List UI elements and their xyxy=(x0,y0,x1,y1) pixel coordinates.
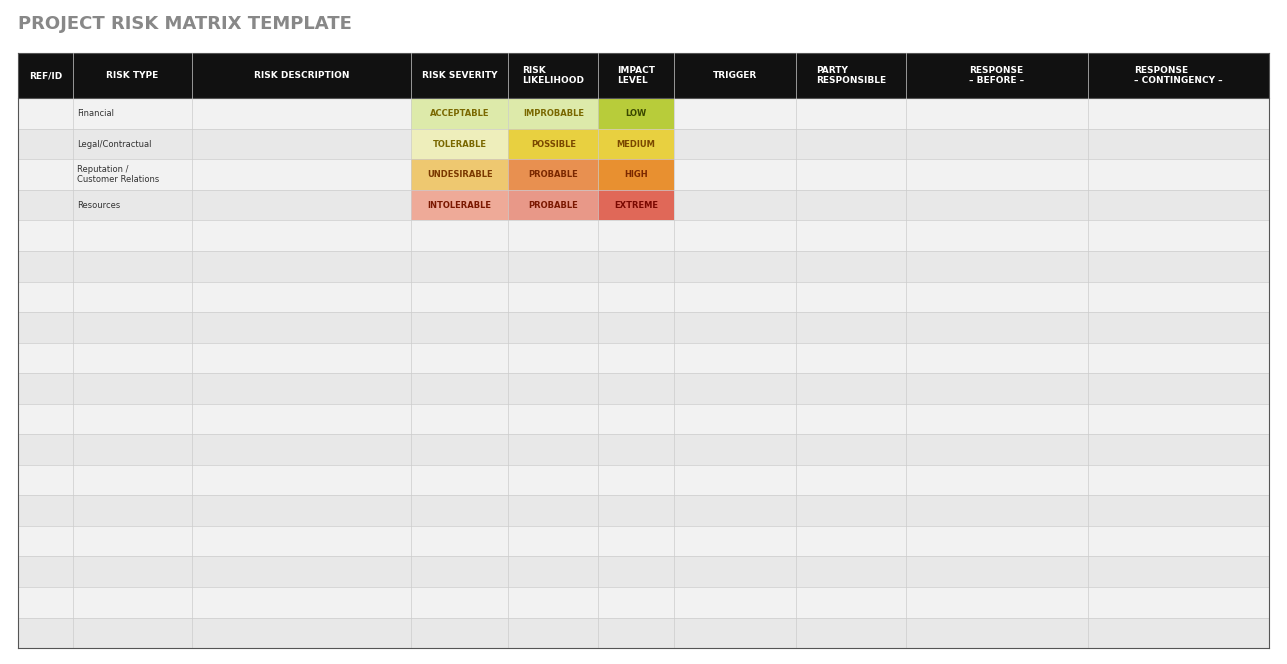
Bar xyxy=(18,220,1269,251)
Text: Reputation /
Customer Relations: Reputation / Customer Relations xyxy=(77,165,160,185)
Bar xyxy=(18,159,1269,190)
Bar xyxy=(411,159,508,190)
Bar xyxy=(411,129,508,159)
Bar xyxy=(598,190,673,220)
Bar xyxy=(18,373,1269,404)
Text: PROBABLE: PROBABLE xyxy=(529,201,578,210)
Bar xyxy=(18,465,1269,495)
Bar xyxy=(598,98,673,129)
Text: INTOLERABLE: INTOLERABLE xyxy=(427,201,492,210)
Text: PROBABLE: PROBABLE xyxy=(529,170,578,179)
Text: IMPROBABLE: IMPROBABLE xyxy=(523,109,584,118)
Bar xyxy=(508,98,598,129)
Bar xyxy=(411,98,508,129)
Bar xyxy=(508,190,598,220)
Text: RESPONSE
– BEFORE –: RESPONSE – BEFORE – xyxy=(969,66,1024,86)
Bar xyxy=(18,53,1269,98)
Text: HIGH: HIGH xyxy=(624,170,647,179)
Bar xyxy=(598,129,673,159)
Text: MEDIUM: MEDIUM xyxy=(616,139,655,149)
Text: Resources: Resources xyxy=(77,201,120,210)
Text: POSSIBLE: POSSIBLE xyxy=(532,139,575,149)
Bar xyxy=(18,618,1269,648)
Bar xyxy=(598,159,673,190)
Bar xyxy=(18,129,1269,159)
Bar xyxy=(508,129,598,159)
Text: EXTREME: EXTREME xyxy=(614,201,658,210)
Bar xyxy=(18,495,1269,526)
Text: RISK TYPE: RISK TYPE xyxy=(107,71,158,80)
Bar xyxy=(18,404,1269,434)
Bar xyxy=(18,251,1269,282)
Bar xyxy=(18,282,1269,312)
Bar xyxy=(18,98,1269,129)
Bar xyxy=(18,312,1269,343)
Text: Legal/Contractual: Legal/Contractual xyxy=(77,139,152,149)
Bar xyxy=(411,190,508,220)
Text: PARTY
RESPONSIBLE: PARTY RESPONSIBLE xyxy=(816,66,887,86)
Text: TRIGGER: TRIGGER xyxy=(713,71,757,80)
Text: RISK SEVERITY: RISK SEVERITY xyxy=(422,71,497,80)
Text: LOW: LOW xyxy=(625,109,646,118)
Text: REF/ID: REF/ID xyxy=(28,71,62,80)
Text: Financial: Financial xyxy=(77,109,115,118)
Bar xyxy=(18,587,1269,618)
Bar xyxy=(18,434,1269,465)
Text: IMPACT
LEVEL: IMPACT LEVEL xyxy=(616,66,655,86)
Text: TOLERABLE: TOLERABLE xyxy=(432,139,486,149)
Text: RISK DESCRIPTION: RISK DESCRIPTION xyxy=(254,71,349,80)
Bar xyxy=(18,343,1269,373)
Bar xyxy=(18,526,1269,556)
Text: UNDESIRABLE: UNDESIRABLE xyxy=(427,170,493,179)
Bar xyxy=(508,159,598,190)
Bar xyxy=(18,190,1269,220)
Text: RISK
LIKELIHOOD: RISK LIKELIHOOD xyxy=(523,66,584,86)
Text: RESPONSE
– CONTINGENCY –: RESPONSE – CONTINGENCY – xyxy=(1134,66,1223,86)
Bar xyxy=(18,556,1269,587)
Text: PROJECT RISK MATRIX TEMPLATE: PROJECT RISK MATRIX TEMPLATE xyxy=(18,15,351,33)
Text: ACCEPTABLE: ACCEPTABLE xyxy=(430,109,489,118)
